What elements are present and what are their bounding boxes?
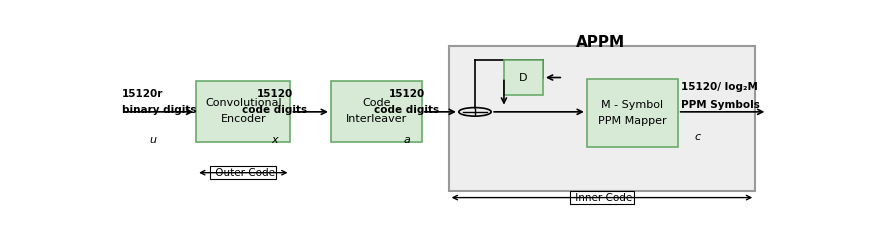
- Text: u: u: [149, 135, 156, 145]
- Text: Interleaver: Interleaver: [346, 114, 407, 124]
- Text: Convolutional: Convolutional: [205, 98, 282, 108]
- FancyBboxPatch shape: [504, 60, 543, 95]
- Text: 15120: 15120: [388, 89, 425, 99]
- Text: 15120r: 15120r: [122, 89, 163, 99]
- Text: a: a: [403, 135, 410, 145]
- FancyBboxPatch shape: [587, 79, 678, 147]
- FancyBboxPatch shape: [196, 81, 290, 142]
- Text: 15120/ log₂M: 15120/ log₂M: [681, 82, 758, 92]
- Text: code digits: code digits: [242, 105, 308, 115]
- Text: binary digits: binary digits: [122, 105, 196, 115]
- Text: Outer Code: Outer Code: [212, 168, 275, 178]
- Text: APPM: APPM: [575, 35, 625, 50]
- Text: Encoder: Encoder: [221, 114, 266, 124]
- Text: code digits: code digits: [375, 105, 440, 115]
- Text: D: D: [520, 73, 527, 82]
- Text: Code: Code: [362, 98, 390, 108]
- Text: 15120: 15120: [257, 89, 293, 99]
- Text: PPM Symbols: PPM Symbols: [681, 100, 760, 110]
- FancyBboxPatch shape: [448, 46, 755, 191]
- FancyBboxPatch shape: [331, 81, 421, 142]
- Text: Inner Code: Inner Code: [572, 193, 632, 203]
- Text: c: c: [695, 132, 701, 142]
- Text: x: x: [272, 135, 278, 145]
- Text: M - Symbol: M - Symbol: [601, 100, 663, 110]
- Text: PPM Mapper: PPM Mapper: [598, 116, 667, 126]
